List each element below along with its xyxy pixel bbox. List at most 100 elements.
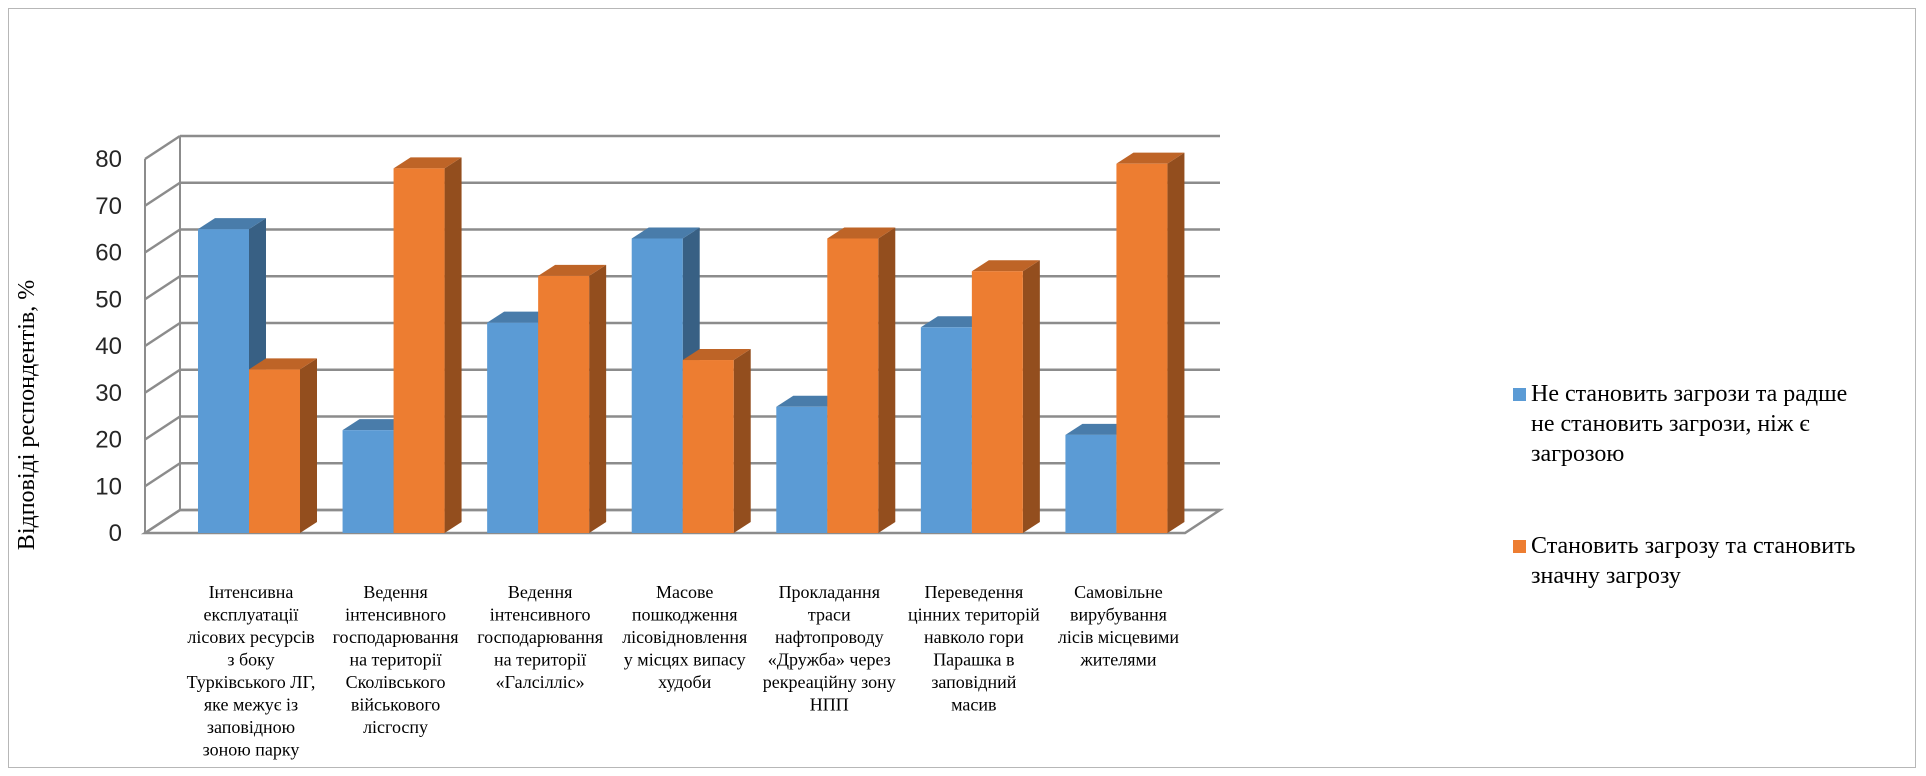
bar-top	[393, 157, 462, 169]
category-label-line: господарювання	[477, 627, 603, 647]
y-tick-label: 40	[95, 333, 122, 360]
bar-top	[198, 218, 266, 230]
category-labels: Інтенсивна експлуатації лісових ресурсів з …	[187, 582, 1180, 760]
side-gridline	[144, 228, 181, 254]
category-label: Переведення цінних територій навколо гори П…	[908, 582, 1040, 715]
category-label-line: господарювання	[333, 627, 459, 647]
category-label-line: зоною парку	[203, 740, 300, 760]
bar-front	[538, 275, 590, 533]
legend-label-line: Становить загрозу та становить	[1531, 533, 1856, 559]
y-tick-label: 10	[95, 473, 122, 500]
category-label-line: пошкодження	[632, 605, 738, 625]
legend-swatch	[1513, 540, 1526, 553]
category-label-line: худоби	[658, 672, 711, 692]
category-label-line: з боку	[227, 650, 274, 670]
side-gridline	[144, 462, 181, 488]
category-label-line: траси	[808, 605, 851, 625]
bar-top	[971, 260, 1040, 272]
y-tick-label: 80	[95, 146, 122, 173]
bar-front	[249, 369, 300, 533]
bar-top	[682, 349, 751, 361]
category-label-line: вирубування	[1070, 605, 1167, 625]
category-label-line: інтенсивного	[345, 605, 446, 625]
bar-front	[827, 238, 879, 533]
bar-side	[444, 157, 462, 533]
bar-side	[733, 349, 751, 533]
category-label-line: Парашка в	[933, 650, 1014, 670]
category-label-line: «Дружба» через	[768, 650, 891, 670]
category-label: Масове пошкодження лісовідновлення у місцях…	[622, 582, 747, 692]
bars	[198, 152, 1185, 534]
category-label-line: навколо гори	[924, 627, 1024, 647]
bar-top	[538, 264, 607, 276]
y-tick-label: 50	[95, 286, 122, 313]
category-label-line: Масове	[656, 582, 713, 602]
y-tick-labels: 0 10 20 30 40 50 60 70 80	[95, 146, 122, 547]
legend-swatch	[1513, 388, 1526, 401]
side-gridline	[144, 368, 181, 394]
category-label-line: Турківського ЛГ,	[187, 672, 316, 692]
category-label-line: Самовільне	[1074, 582, 1163, 602]
bar-front	[487, 322, 539, 533]
bar-top	[249, 358, 317, 370]
bar-front	[342, 430, 394, 533]
side-gridline	[144, 134, 181, 161]
bar-front	[920, 327, 972, 533]
category-label-line: лісових ресурсів	[187, 627, 314, 647]
category-label-line: заповідний	[931, 672, 1016, 692]
y-tick-label: 70	[95, 193, 122, 220]
bar-side	[300, 358, 317, 533]
bar-front	[776, 406, 828, 533]
category-label: Прокладання траси нафтопроводу «Дружба» чер…	[763, 582, 896, 715]
category-label: Ведення інтенсивного господарювання на тери…	[333, 582, 459, 737]
category-label-line: НПП	[810, 695, 849, 715]
category-label: Інтенсивна експлуатації лісових ресурсів з …	[187, 582, 316, 760]
category-label-line: Прокладання	[779, 582, 880, 602]
legend: Не становить загрози та радше не становит…	[1513, 381, 1856, 589]
category-label-line: Переведення	[924, 582, 1023, 602]
category-label-line: масив	[951, 695, 996, 715]
category-label-line: лісів місцевими	[1058, 627, 1179, 647]
bar-top	[827, 227, 896, 239]
legend-label: Становить загрозу та становить значну заг…	[1531, 533, 1856, 589]
side-gridline	[144, 415, 181, 441]
bar-front	[682, 360, 734, 533]
category-label-line: військового	[351, 695, 440, 715]
category-label-line: Інтенсивна	[209, 582, 294, 602]
side-gridline	[144, 321, 181, 348]
bar-side	[1167, 152, 1185, 534]
category-label-line: експлуатації	[204, 605, 299, 625]
bar	[249, 358, 317, 533]
category-label-line: жителями	[1079, 650, 1157, 670]
category-label-line: у місцях випасу	[624, 650, 746, 670]
category-label-line: на території	[494, 650, 586, 670]
bar-front	[971, 271, 1023, 533]
category-label-line: яке межує із	[204, 695, 298, 715]
legend-item: Не становить загрози та радше не становит…	[1513, 381, 1847, 467]
side-gridline	[144, 181, 181, 207]
bar-top	[1116, 152, 1185, 164]
legend-item: Становить загрозу та становить значну заг…	[1513, 533, 1856, 589]
y-tick-label: 60	[95, 240, 122, 267]
category-label: Самовільне вирубування лісів місцевими жите…	[1058, 582, 1179, 670]
legend-label-line: не становить загрози, ніж є	[1531, 411, 1810, 437]
bar-side	[1022, 260, 1040, 533]
category-label-line: цінних територій	[908, 605, 1040, 625]
category-label-line: лісовідновлення	[622, 627, 747, 647]
bar	[538, 264, 607, 533]
bar	[971, 260, 1040, 533]
bar	[682, 349, 751, 533]
category-label: Ведення інтенсивного господарювання на тери…	[477, 582, 603, 692]
category-label-line: Ведення	[508, 582, 572, 602]
legend-label-line: Не становить загрози та радше	[1531, 381, 1847, 407]
legend-label-line: значну загрозу	[1531, 563, 1681, 589]
bar-front	[198, 229, 249, 533]
bar-top	[631, 227, 700, 239]
y-tick-label: 20	[95, 427, 122, 454]
legend-label: Не становить загрози та радше не становит…	[1531, 381, 1847, 467]
y-tick-label: 0	[109, 520, 122, 547]
y-tick-label: 30	[95, 380, 122, 407]
side-gridline	[144, 275, 181, 301]
category-label-line: нафтопроводу	[775, 627, 884, 647]
